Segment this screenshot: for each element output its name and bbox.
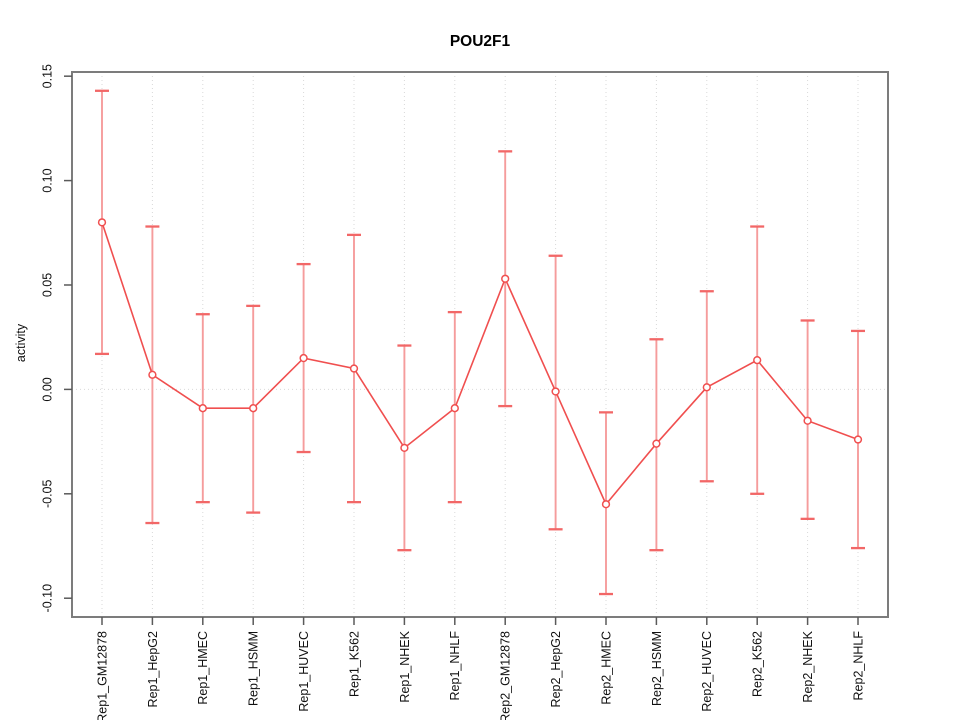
data-point (702, 383, 711, 392)
data-point (753, 356, 762, 365)
data-point (853, 435, 863, 444)
x-tick-label: Rep2_HUVEC (700, 631, 714, 712)
x-tick-label: Rep2_HSMM (650, 631, 664, 706)
data-point (501, 274, 510, 283)
data-point (652, 439, 661, 448)
x-tick-label: Rep1_K562 (347, 631, 361, 697)
x-tick-label: Rep2_NHLF (851, 631, 865, 701)
data-point (450, 404, 459, 413)
x-tick-label: Rep1_HSMM (247, 631, 261, 706)
data-point (299, 353, 308, 363)
x-tick-label: Rep2_K562 (751, 631, 765, 697)
x-tick-label: Rep1_NHLF (448, 631, 462, 701)
x-tick-label: Rep1_HMEC (196, 631, 210, 705)
x-tick-label: Rep2_HMEC (599, 631, 613, 705)
data-point (97, 218, 107, 227)
x-tick-label: Rep2_GM12878 (499, 631, 513, 720)
data-point (601, 500, 611, 509)
data-point (551, 387, 560, 396)
data-point (349, 364, 359, 373)
y-tick-label: 0.00 (40, 377, 54, 401)
data-point (400, 443, 409, 453)
y-tick-label: -0.05 (40, 480, 54, 509)
series-line (101, 222, 859, 506)
y-tick-label: 0.15 (40, 64, 54, 88)
x-tick-label: Rep1_NHEK (398, 630, 412, 702)
y-tick-label: -0.10 (40, 584, 54, 613)
y-tick-label: 0.05 (40, 273, 54, 297)
data-point (148, 370, 157, 379)
x-tick-label: Rep2_HepG2 (549, 631, 563, 707)
x-tick-label: Rep1_HepG2 (146, 631, 160, 707)
data-point (198, 404, 207, 413)
plot-frame (71, 71, 889, 618)
data-point (249, 404, 258, 413)
y-tick-label: 0.10 (40, 168, 54, 192)
x-tick-label: Rep2_NHEK (801, 630, 815, 702)
x-tick-label: Rep1_GM12878 (95, 631, 109, 720)
x-tick-label: Rep1_HUVEC (297, 631, 311, 712)
data-point (803, 416, 812, 425)
chart-title: POU2F1 (449, 33, 511, 50)
